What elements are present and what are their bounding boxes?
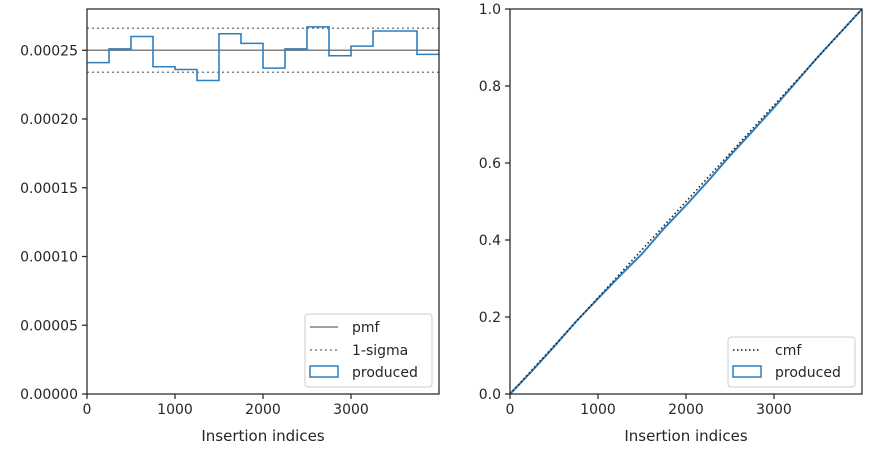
x-tick-label: 2000: [668, 402, 704, 418]
y-tick-label: 0.6: [479, 156, 501, 172]
x-axis-label: Insertion indices: [201, 427, 324, 445]
y-tick-label: 0.00025: [20, 43, 78, 59]
x-tick-label: 2000: [245, 402, 281, 418]
x-tick-label: 0: [83, 402, 92, 418]
legend-label-pmf: pmf: [352, 320, 381, 336]
y-tick-label: 0.00015: [20, 181, 78, 197]
y-tick-label: 0.00010: [20, 250, 78, 266]
x-axis-label: Insertion indices: [624, 427, 747, 445]
legend-produced-swatch: [309, 365, 339, 378]
y-tick-label: 1.0: [479, 2, 501, 18]
y-tick-label: 0.0: [479, 387, 501, 403]
y-tick-label: 0.4: [479, 233, 501, 249]
legend-label-produced: produced: [775, 365, 841, 381]
legend-box: [304, 313, 433, 388]
pmf-panel: 0 1000 2000 3000 0.00000 0.00005 0.00010 0.0001…: [20, 8, 440, 445]
x-tick-label: 1000: [580, 402, 616, 418]
y-tick-label: 0.00005: [20, 318, 78, 334]
x-tick-label: 1000: [157, 402, 193, 418]
y-tick-label: 0.00020: [20, 112, 78, 128]
cmf-panel: 0 1000 2000 3000 0.0 0.2 0.4 0.6 0.8 1.0 Insertion…: [479, 2, 863, 445]
x-tick-label: 3000: [333, 402, 369, 418]
produced-cmf-line: [509, 8, 863, 395]
x-tick-label: 0: [506, 402, 515, 418]
y-tick-label: 0.8: [479, 79, 501, 95]
legend-label-sigma: 1-sigma: [352, 343, 408, 359]
legend-produced-swatch: [732, 365, 762, 378]
legend-box: [727, 336, 856, 388]
legend-label-cmf: cmf: [775, 343, 802, 359]
x-tick-label: 3000: [756, 402, 792, 418]
legend-label-produced: produced: [352, 365, 418, 381]
produced-histogram-step: [87, 26, 439, 82]
y-tick-label: 0.2: [479, 310, 501, 326]
y-tick-label: 0.00000: [20, 387, 78, 403]
cmf-line: [509, 8, 863, 395]
